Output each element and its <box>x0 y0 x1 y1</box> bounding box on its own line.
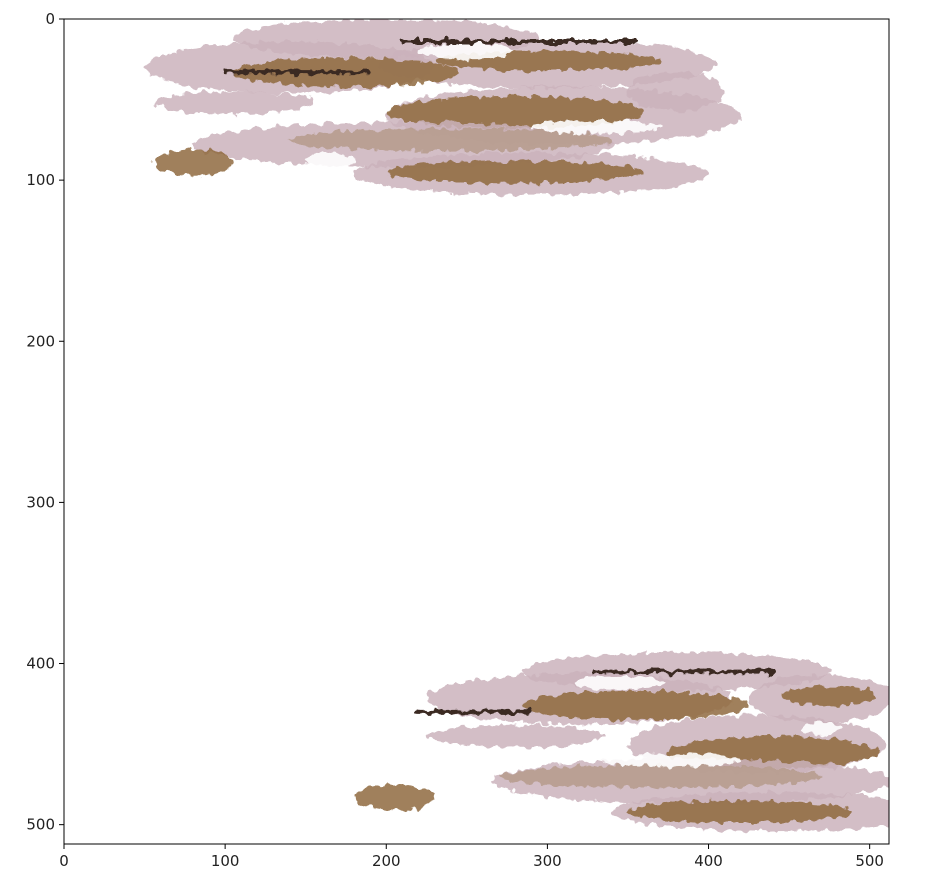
y-tick-label: 100 <box>26 171 55 189</box>
x-tick-label: 400 <box>694 852 723 870</box>
x-tick-label: 500 <box>855 852 884 870</box>
tissue-void <box>305 152 355 169</box>
tissue-void <box>595 753 741 767</box>
tissue-image <box>144 19 889 832</box>
y-axis: 0 100 200 300 400 500 <box>26 10 64 834</box>
tissue-blob-pale <box>152 91 314 115</box>
tissue-blob-mid <box>289 128 612 152</box>
tissue-blob-pale <box>426 724 604 748</box>
x-axis: 0 100 200 300 400 500 <box>59 844 884 870</box>
x-tick-label: 0 <box>59 852 69 870</box>
x-tick-label: 200 <box>372 852 401 870</box>
tissue-blob-dense <box>386 160 645 184</box>
tissue-blob-dense <box>386 96 645 129</box>
tissue-void <box>801 721 841 735</box>
tissue-blob-dense <box>523 690 749 720</box>
y-tick-label: 0 <box>45 10 55 28</box>
lower-tissue-cluster <box>354 652 889 832</box>
tissue-blob-mid <box>499 765 822 788</box>
x-tick-label: 100 <box>211 852 240 870</box>
y-tick-label: 200 <box>26 332 55 350</box>
tissue-void <box>574 676 666 690</box>
tissue-blob-dense <box>781 686 878 706</box>
tissue-blob-dense <box>354 784 435 811</box>
upper-tissue-cluster <box>144 19 741 195</box>
plot-frame <box>63 18 890 845</box>
y-tick-label: 300 <box>26 493 55 511</box>
y-tick-label: 500 <box>26 816 55 834</box>
y-tick-label: 400 <box>26 655 55 673</box>
tissue-void <box>531 120 661 134</box>
tissue-blob-dense <box>627 800 854 824</box>
x-tick-label: 300 <box>533 852 562 870</box>
tissue-void <box>418 43 516 60</box>
tissue-blob-dense <box>152 149 234 176</box>
